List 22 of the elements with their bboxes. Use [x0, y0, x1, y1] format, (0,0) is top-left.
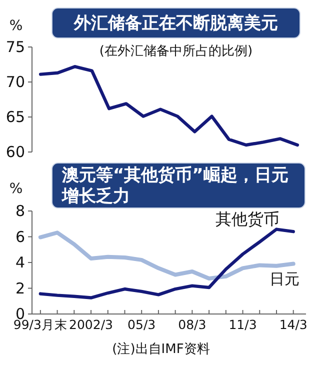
chart-title: 澳元等“其他货币”崛起，日元增长乏力 [61, 166, 288, 206]
y-axis-title: % [9, 181, 23, 197]
y-tick-label: 8 [15, 202, 25, 220]
y-tick-label: 6 [15, 228, 25, 246]
x-tick-label: 05/3 [128, 317, 156, 332]
y-axis-title: % [9, 18, 23, 34]
chart-subtitle: (在外汇储备中所占的比例) [99, 44, 253, 59]
x-tick-label: 2002/3 [69, 317, 114, 332]
x-tick-label: 11/3 [228, 317, 257, 332]
y-tick-label: 4 [15, 254, 25, 272]
line-series [38, 65, 300, 147]
chart-title: 外汇储备正在不断脱离美元 [73, 14, 278, 34]
series-label: 日元 [269, 270, 300, 288]
series-label: 其他货币 [215, 210, 280, 229]
x-tick-label: 08/3 [178, 317, 206, 332]
y-tick-label: 75 [6, 38, 25, 56]
text: (注)出自IMF资料 [112, 342, 210, 357]
y-tick-label: 2 [15, 279, 25, 298]
y-tick-label: 65 [6, 108, 25, 126]
y-tick-label: 60 [6, 143, 25, 161]
y-tick-label: 70 [6, 73, 25, 91]
x-tick-label: 14/3 [279, 317, 308, 332]
